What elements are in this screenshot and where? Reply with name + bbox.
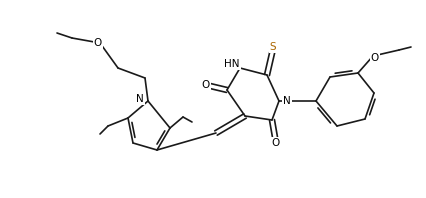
Text: O: O bbox=[370, 53, 378, 63]
Text: O: O bbox=[201, 80, 210, 90]
Text: HN: HN bbox=[224, 59, 239, 69]
Text: N: N bbox=[282, 96, 290, 106]
Text: N: N bbox=[136, 94, 144, 104]
Text: S: S bbox=[269, 42, 276, 52]
Text: O: O bbox=[94, 38, 102, 48]
Text: O: O bbox=[271, 138, 279, 148]
